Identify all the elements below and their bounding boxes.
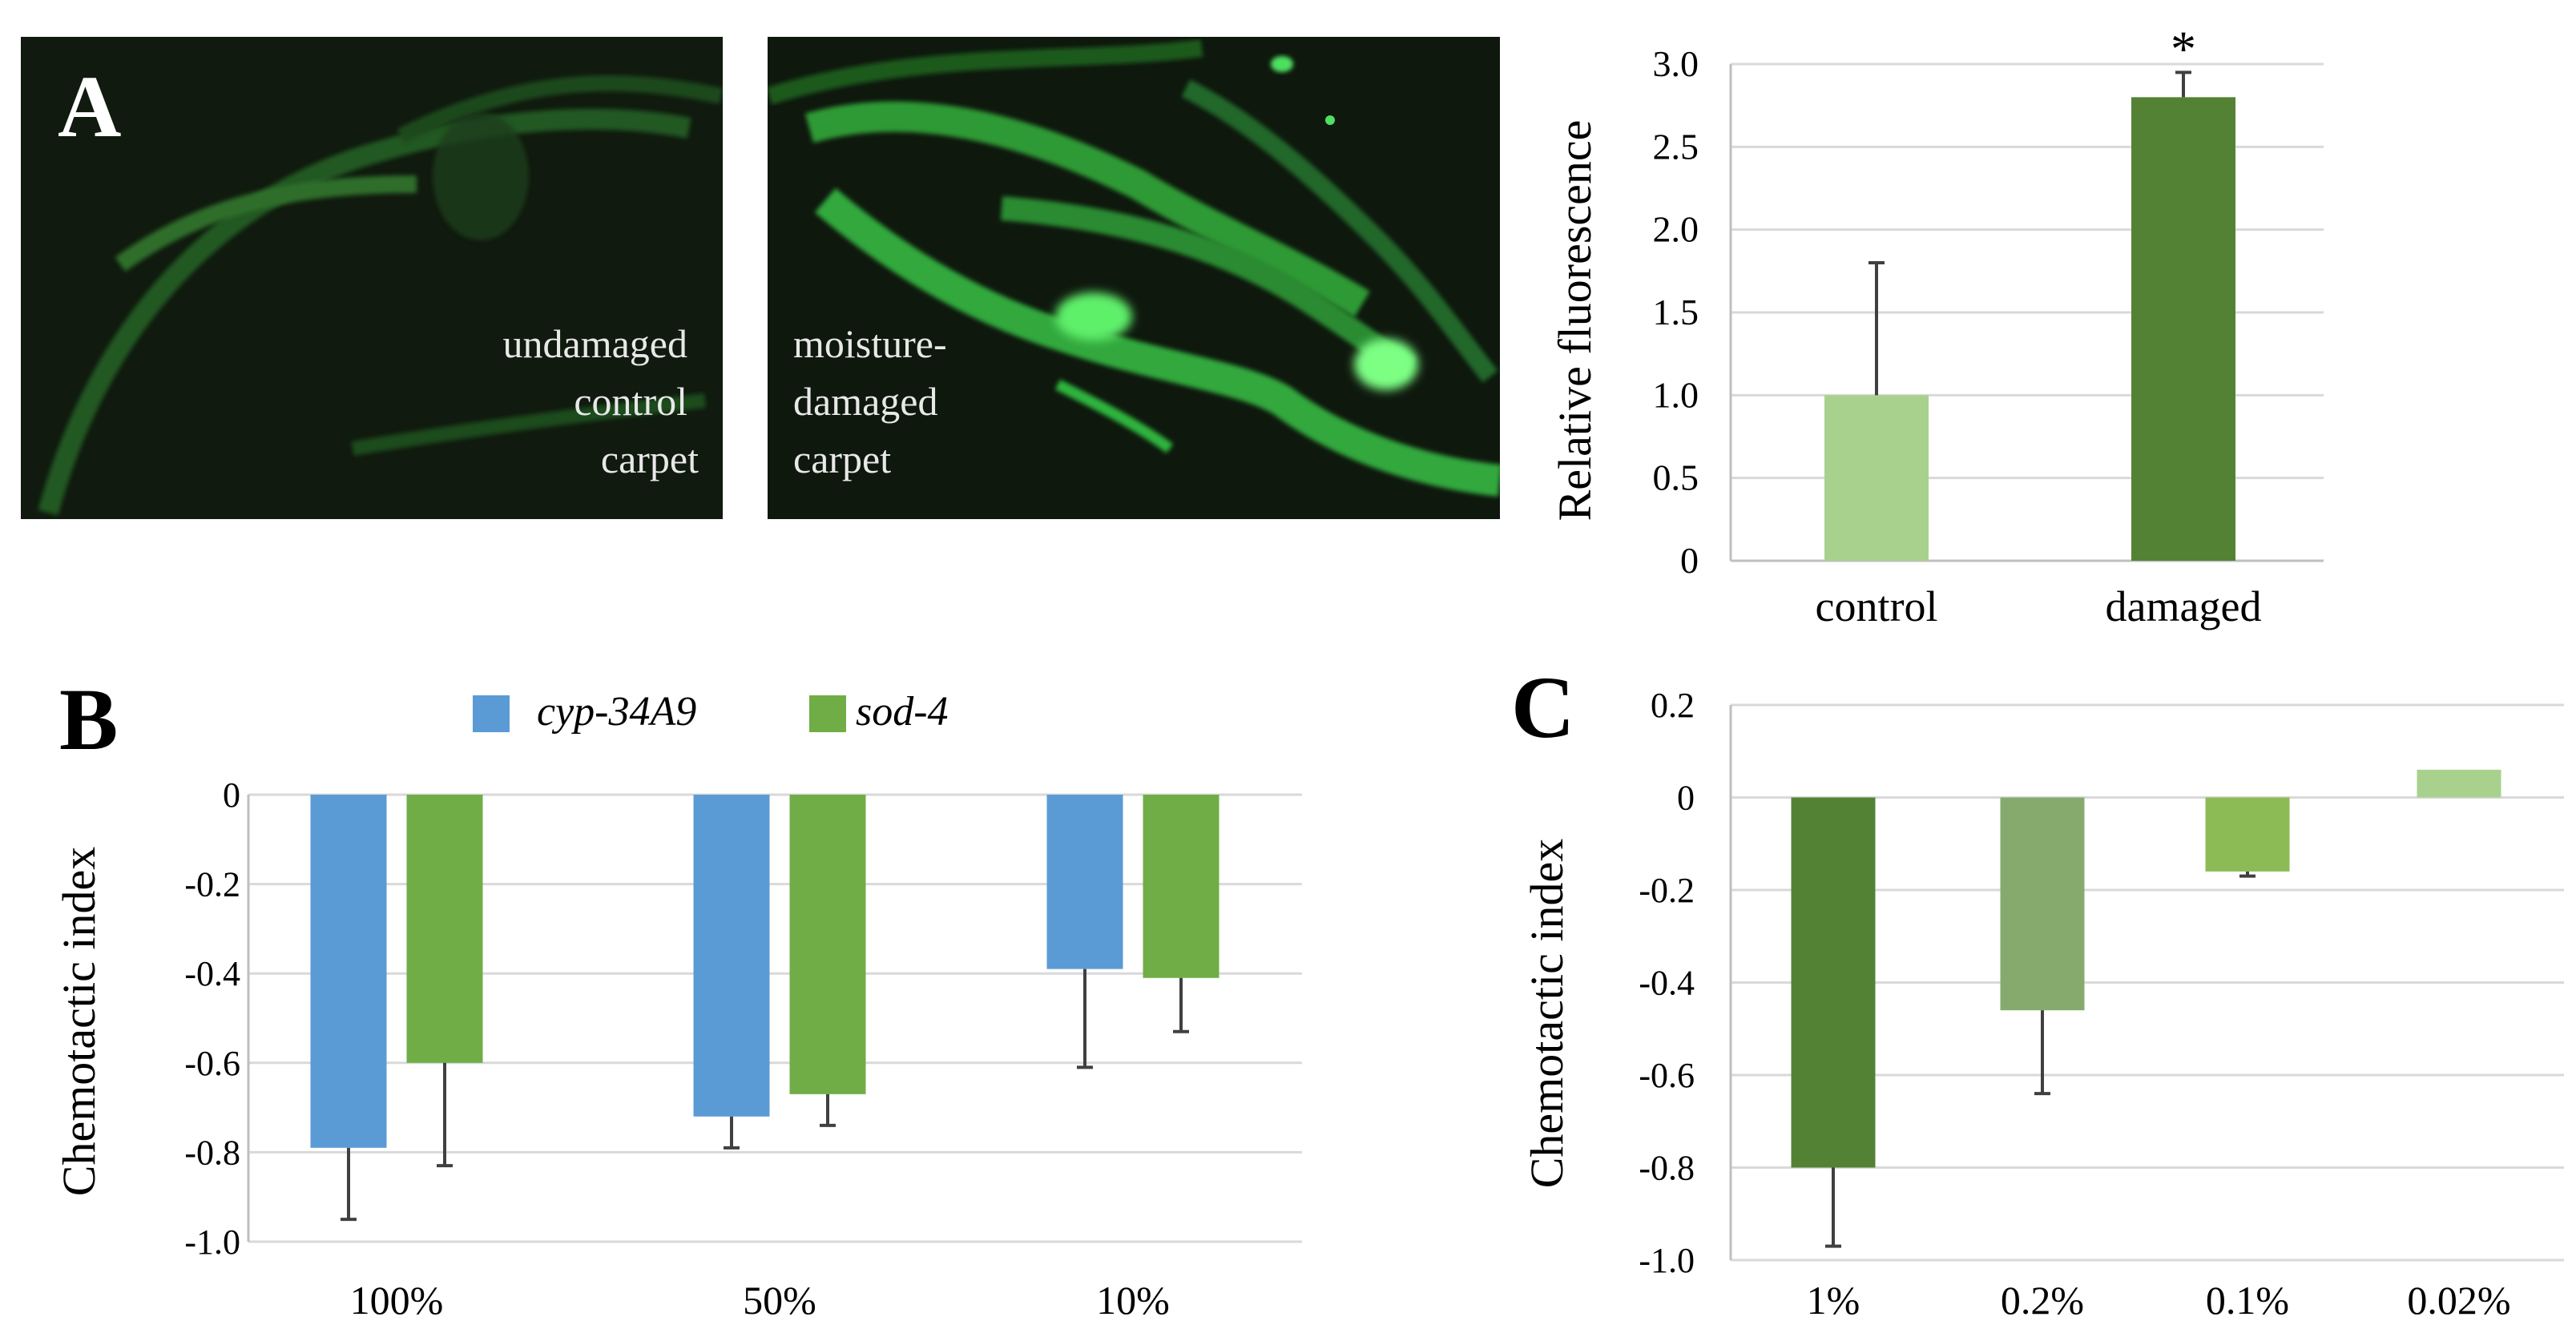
y-tick-label: -0.4 [184,954,240,993]
bar-0.2% [2000,797,2085,1011]
y-tick-label: -1.0 [184,1222,240,1262]
x-tick-label: 10% [1096,1278,1170,1323]
y-tick-label: 0.2 [1651,686,1695,725]
x-tick-label: 100% [350,1278,444,1323]
label-carpet: carpet [601,437,699,481]
worm-shape [1055,292,1132,340]
x-tick-label: 0.2% [2001,1278,2084,1323]
bar-damaged [2131,97,2235,562]
label-carpet-2: carpet [793,437,891,481]
label-undamaged: undamaged [503,321,687,366]
y-tick-label: 0.5 [1653,457,1699,498]
y-tick-label: 2.5 [1653,126,1699,167]
significance-marker: * [2171,20,2196,77]
x-tick-label: 1% [1807,1278,1860,1323]
bar-cyp-34A9-10% [1046,795,1123,969]
x-tick-label: damaged [2106,582,2262,630]
worm-shape [814,187,1500,497]
y-axis-label: Chemotactic index [1521,839,1573,1188]
x-tick-label: 50% [743,1278,816,1323]
label-control: control [574,379,687,424]
y-tick-label: -0.2 [1639,871,1695,910]
y-tick-label: -0.6 [1639,1056,1695,1095]
worm-shape [804,101,1370,318]
legend-swatch-sod-4 [809,695,846,732]
y-tick-label: -0.8 [184,1133,240,1172]
worm-shape [768,39,1203,105]
y-tick-label: -0.4 [1639,964,1695,1003]
worm-shape [1325,115,1335,125]
worm-shape [1181,79,1498,383]
chart-c: -1.0 -0.8 -0.6 -0.4 -0.2 0 0.2 Chemotactic inde… [1521,686,2564,1323]
y-tick-label: 0 [1677,779,1695,818]
y-tick-label: -0.2 [184,865,240,904]
bar-sod-4-50% [789,795,866,1094]
y-tick-label: 0 [1680,540,1699,581]
legend-label: sod-4 [856,689,949,735]
panel-label-c: C [1511,658,1574,756]
label-damaged: damaged [793,379,937,424]
y-tick-label: -0.8 [1639,1149,1695,1188]
worm-shape [351,393,706,456]
bar-0.1% [2205,797,2290,872]
bar-sod-4-100% [406,795,483,1063]
panel-label-a: A [58,58,121,155]
y-tick-label: -0.6 [184,1044,240,1083]
worm-shape [1054,379,1174,453]
worm-shape [1271,56,1293,72]
chart-a: 0 0.5 1.0 1.5 2.0 2.5 3.0 Relative fluorescence… [1549,20,2324,630]
bar-sod-4-10% [1143,795,1219,978]
legend-swatch-cyp-34A9 [473,695,510,732]
worm-shape [1354,339,1418,390]
legend: cyp-34A9 sod-4 [473,689,949,735]
x-tick-label: 0.02% [2407,1278,2510,1323]
y-tick-label: 1.5 [1653,292,1699,332]
y-tick-label: 2.0 [1653,209,1699,250]
worm-shape [397,75,723,143]
y-tick-label: -1.0 [1639,1241,1695,1280]
micrograph-damaged: moisture- damaged carpet [768,37,1500,519]
label-moisture: moisture- [793,321,947,366]
y-axis-label: Relative fluorescence [1549,120,1601,522]
x-tick-label: 0.1% [2206,1278,2289,1323]
bar-0.02% [2417,769,2501,798]
panel-label-b: B [59,671,118,768]
bar-control [1824,395,1929,561]
bar-1% [1791,797,1876,1168]
y-axis-label: Chemotactic index [53,847,105,1196]
worm-shape [115,175,417,272]
bar-cyp-34A9-100% [310,795,387,1148]
y-tick-label: 0 [223,775,240,815]
legend-label: cyp-34A9 [537,689,696,735]
chart-b: -1.0 -0.8 -0.6 -0.4 -0.2 0 Chemotactic index 10… [53,689,1302,1323]
x-tick-label: control [1816,582,1938,630]
y-tick-label: 1.0 [1653,374,1699,415]
bar-cyp-34A9-50% [693,795,770,1117]
y-tick-label: 3.0 [1653,43,1699,84]
micrograph-undamaged: undamaged control carpet [21,37,723,519]
worm-shape [38,108,691,516]
worm-shape [433,112,529,240]
